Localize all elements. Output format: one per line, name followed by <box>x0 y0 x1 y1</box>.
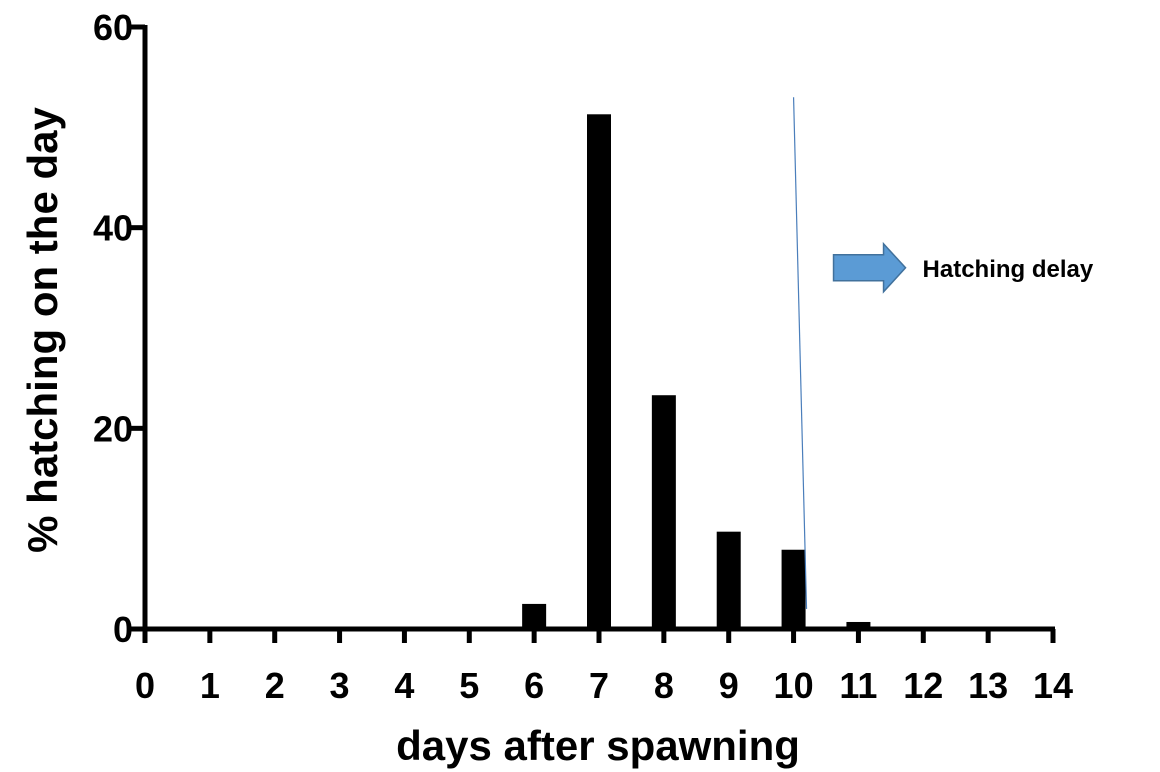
x-tick-label: 3 <box>330 665 350 706</box>
hatching-delay-line <box>792 97 808 609</box>
bar-day-8 <box>651 395 676 629</box>
x-tick-label: 2 <box>265 665 285 706</box>
x-tick-label: 4 <box>394 665 414 706</box>
y-axis-title: % hatching on the day <box>19 107 66 553</box>
x-tick-label: 12 <box>903 665 943 706</box>
bars-group <box>522 114 936 630</box>
y-ticks-group: 0 20 40 60 <box>93 7 145 650</box>
x-tick-label: 5 <box>459 665 479 706</box>
y-tick-label: 20 <box>93 408 133 449</box>
x-tick-label: 14 <box>1033 665 1073 706</box>
bar-day-9 <box>716 531 741 629</box>
x-tick-label: 1 <box>200 665 220 706</box>
right-arrow-icon <box>832 241 907 294</box>
x-tick-label: 0 <box>135 665 155 706</box>
x-tick-label: 8 <box>654 665 674 706</box>
x-ticks-group: 0 1 2 3 4 5 6 7 8 9 10 11 12 13 14 <box>135 629 1073 706</box>
x-tick-label: 11 <box>839 665 877 706</box>
x-tick-label: 9 <box>719 665 739 706</box>
x-tick-label: 13 <box>968 665 1008 706</box>
bar-day-6 <box>522 603 547 629</box>
bar-day-11 <box>846 621 871 629</box>
bar-day-10 <box>781 549 806 629</box>
annotations-group: Hatching delay <box>832 241 1094 294</box>
y-tick-label: 0 <box>113 609 133 650</box>
y-tick-label: 40 <box>93 208 133 249</box>
x-tick-label: 6 <box>524 665 544 706</box>
x-axis-title: days after spawning <box>396 722 800 769</box>
bar-day-7 <box>587 114 611 630</box>
x-tick-label: 10 <box>774 665 814 706</box>
annotation-label: Hatching delay <box>923 256 1094 283</box>
y-tick-label: 60 <box>93 7 133 48</box>
x-tick-label: 7 <box>589 665 609 706</box>
